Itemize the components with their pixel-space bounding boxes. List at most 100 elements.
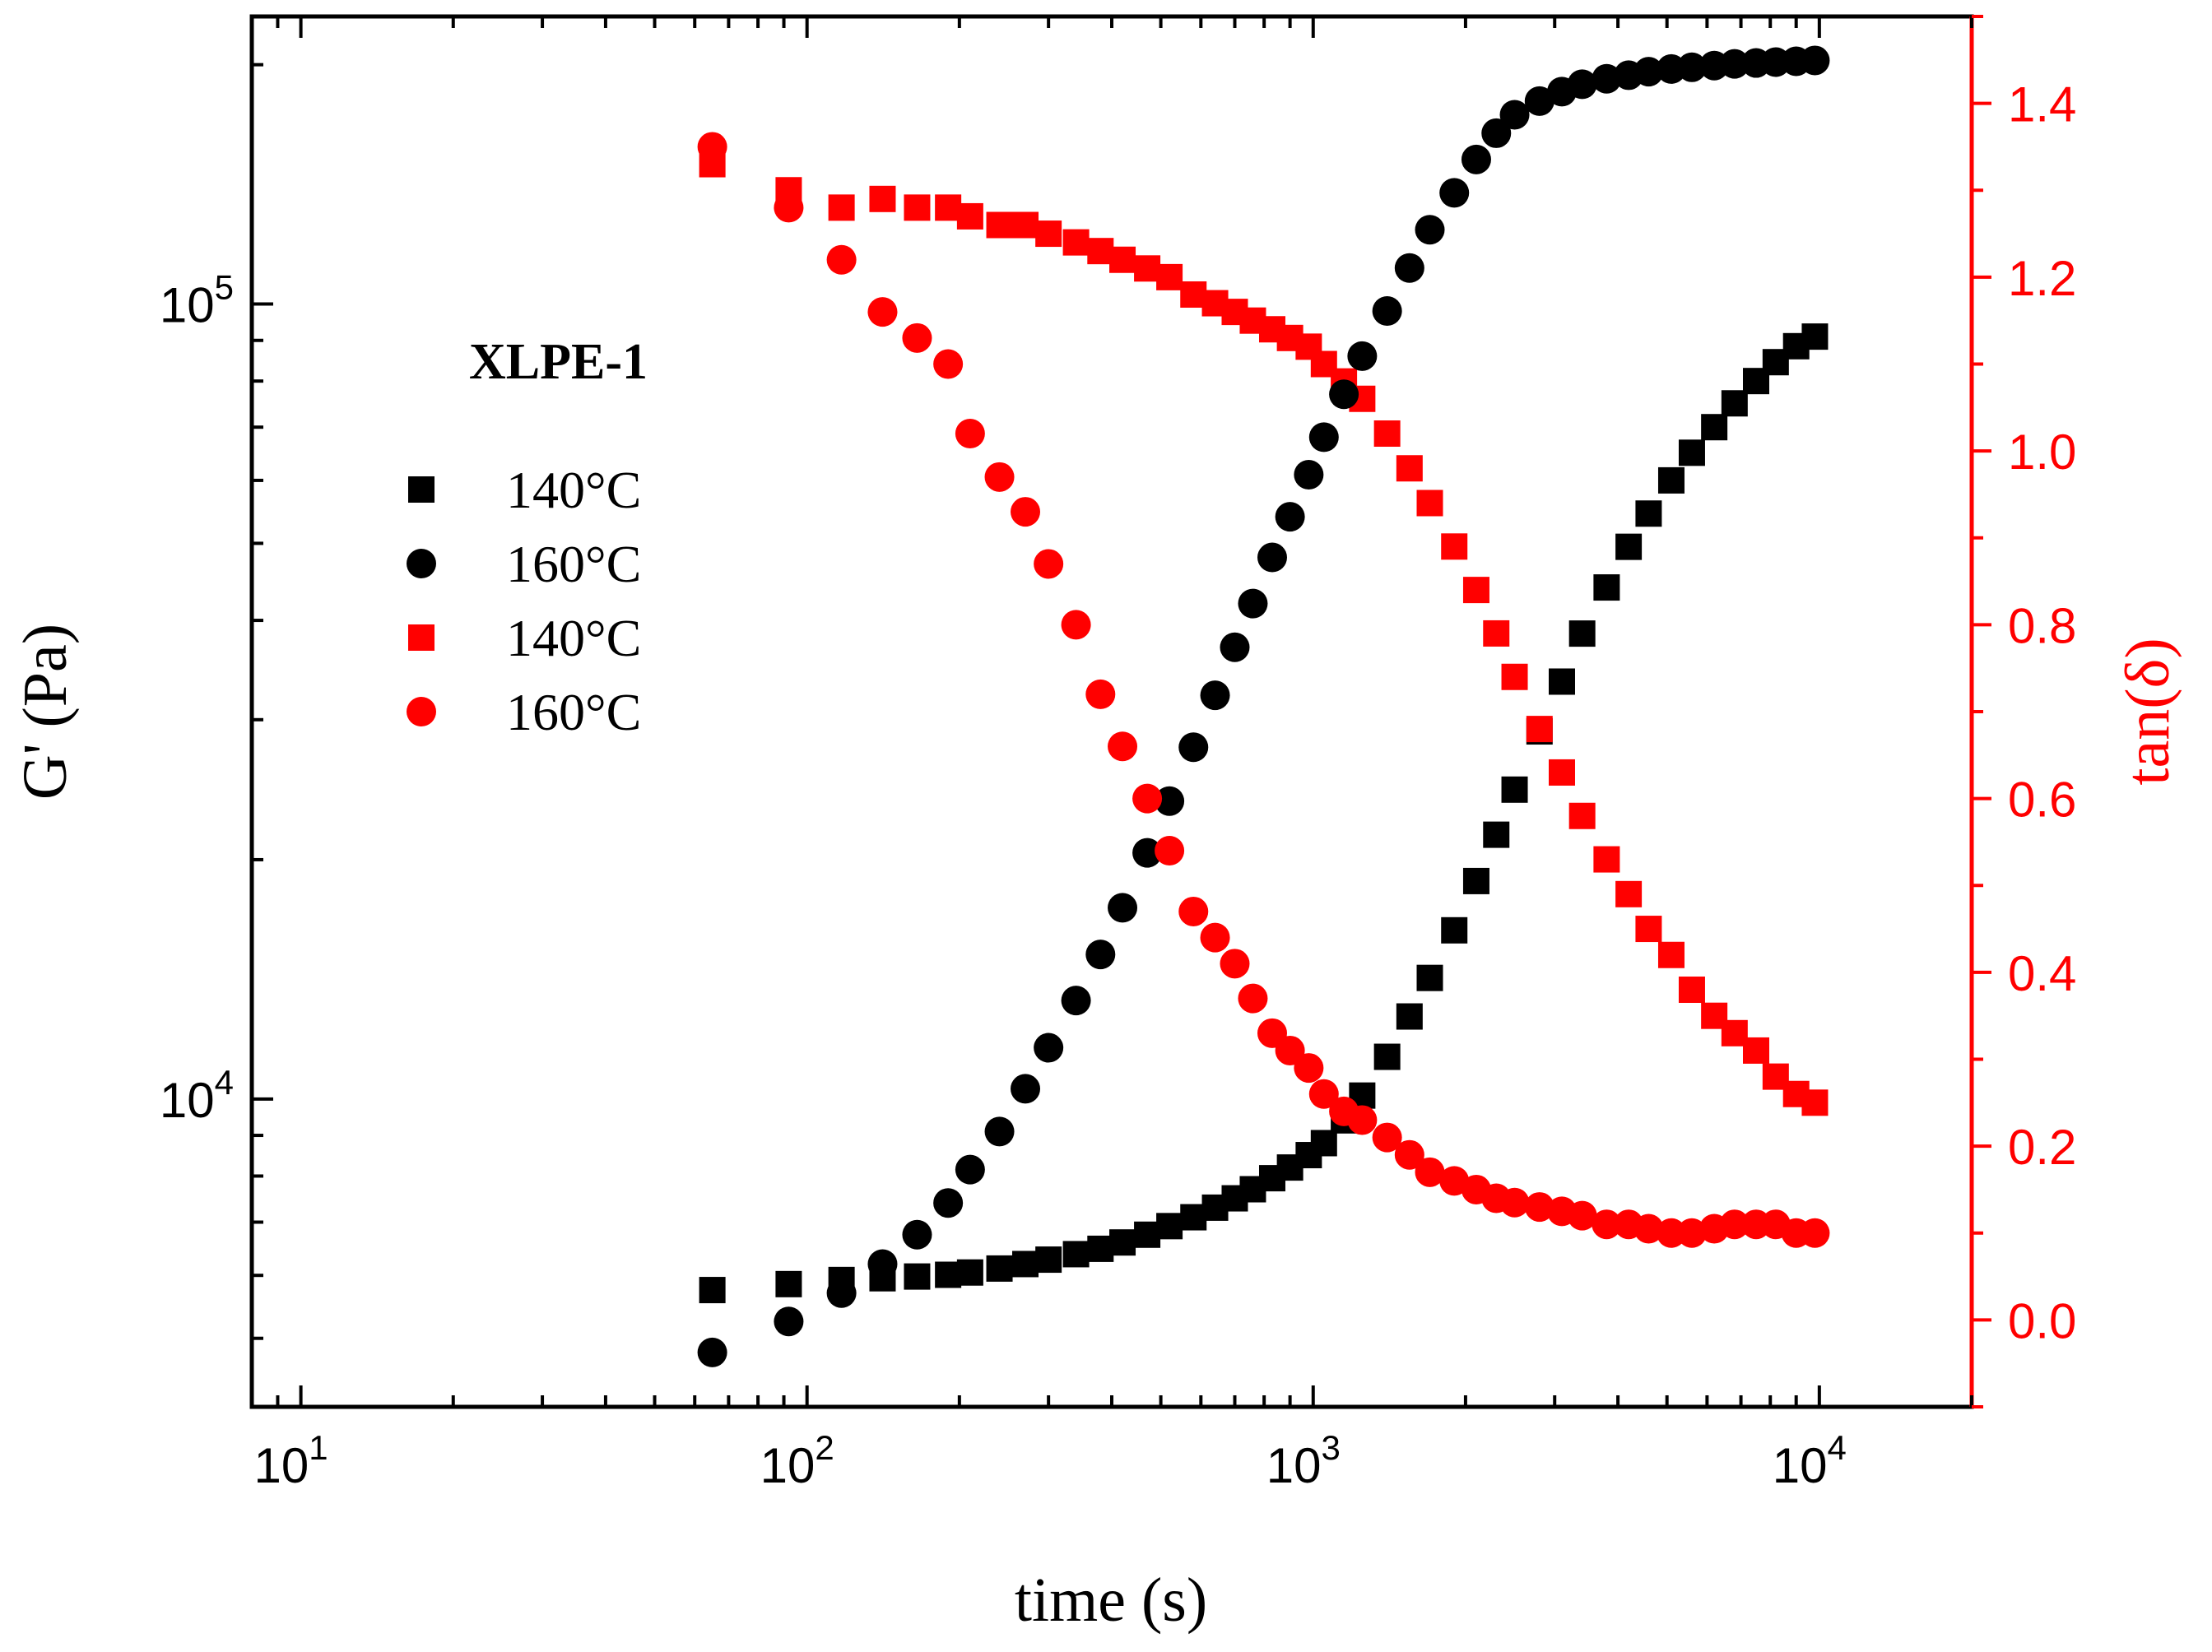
g-prime-140-point (1087, 1235, 1114, 1262)
tan-delta-160-point (826, 244, 857, 275)
tan-delta-140-point (1373, 420, 1401, 447)
tan-delta-140-point (1742, 1037, 1769, 1064)
g-prime-140-point (1373, 1043, 1401, 1070)
g-prime-140-point (1701, 414, 1728, 441)
tan-delta-160-point (1372, 1122, 1402, 1153)
tan-delta-140-point (1801, 1089, 1829, 1116)
legend-item: 140°C (408, 461, 641, 519)
g-prime-140-point (1721, 390, 1748, 417)
y2-axis-title: tan(δ) (2113, 638, 2182, 785)
tan-delta-160-point (1200, 922, 1230, 953)
g-prime-160-point (1178, 732, 1209, 763)
g-prime-160-point (697, 1337, 727, 1367)
g-prime-140-point (1462, 867, 1489, 894)
tan-delta-160-point (1347, 1105, 1378, 1135)
tan-delta-140-point (1462, 577, 1489, 604)
tan-delta-160-point (955, 419, 985, 448)
g-prime-160-point (1415, 215, 1445, 245)
tan-delta-160-point (1220, 949, 1250, 979)
legend-label: 140°C (506, 461, 641, 519)
tan-delta-140-point (1568, 802, 1596, 829)
y-tick-label: 104 (160, 1063, 234, 1128)
legend-square-marker (408, 624, 434, 651)
tan-delta-160-point (1294, 1053, 1324, 1084)
legend-square-marker (408, 476, 434, 503)
tan-delta-160-point (1308, 1079, 1339, 1109)
g-prime-140-point (1615, 533, 1643, 560)
tan-delta-140-point (1657, 941, 1685, 968)
tan-delta-160-point (1178, 896, 1209, 926)
g-prime-140-point (1035, 1246, 1062, 1274)
g-prime-140-point (1801, 323, 1829, 350)
g-prime-160-point (1220, 632, 1250, 662)
y-tick-label: 105 (160, 268, 234, 333)
g-prime-160-point (867, 1249, 898, 1279)
legend-label: 160°C (506, 683, 641, 741)
tan-delta-160-point (1499, 1187, 1530, 1218)
y2-tick-label: 1.2 (2008, 251, 2076, 306)
tan-delta-140-point (1593, 846, 1620, 873)
g-prime-160-point (1257, 542, 1287, 573)
tan-delta-160-point (1238, 983, 1268, 1014)
g-prime-160-point (984, 1116, 1015, 1147)
g-prime-160-point (1132, 838, 1163, 868)
g-prime-160-point (1524, 86, 1554, 116)
g-prime-140-point (1593, 574, 1620, 601)
legend-item: 160°C (407, 683, 641, 741)
g-prime-140-point (1657, 466, 1685, 494)
g-prime-140-point (1310, 1130, 1337, 1157)
tan-delta-140-point (1156, 263, 1183, 290)
tan-delta-140-point (1501, 663, 1528, 690)
g-prime-160-point (1034, 1032, 1064, 1063)
g-prime-160-point (1061, 986, 1091, 1016)
y2-tick-label: 0.0 (2008, 1293, 2076, 1348)
g-prime-160-point (1085, 940, 1116, 970)
tan-delta-160-point (1633, 1213, 1664, 1244)
g-prime-160-point (1499, 100, 1530, 130)
g-prime-140-point (1416, 964, 1443, 991)
g-prime-160-point (774, 1306, 804, 1337)
tan-delta-160-point (902, 323, 932, 353)
tan-delta-160-point (1676, 1218, 1707, 1248)
tan-delta-140-point (904, 194, 931, 221)
tan-delta-140-point (935, 194, 962, 221)
tan-delta-140-point (956, 202, 983, 230)
g-prime-160-point (1238, 588, 1268, 619)
g-prime-140-point (935, 1261, 962, 1288)
g-prime-160-point (1394, 253, 1424, 283)
g-prime-140-point (1678, 439, 1705, 466)
g-prime-160-point (1294, 459, 1324, 490)
legend-label: 140°C (506, 609, 641, 667)
tan-delta-140-point (1012, 211, 1039, 239)
legend-label: 160°C (506, 535, 641, 593)
tan-delta-140-point (1416, 490, 1443, 517)
g-prime-160-point (1347, 341, 1378, 371)
y2-tick-label: 0.2 (2008, 1120, 2076, 1175)
tan-delta-140-point (869, 185, 896, 212)
tan-delta-160-point (933, 349, 964, 379)
g-prime-160-point (955, 1154, 985, 1185)
tan-delta-160-point (697, 132, 727, 162)
x-tick-label: 103 (1266, 1428, 1341, 1493)
g-prime-160-point (933, 1188, 964, 1218)
y-axis-title: G' (Pa) (11, 624, 80, 800)
g-prime-160-point (1633, 57, 1664, 87)
tan-delta-160-point (1800, 1218, 1830, 1248)
legend-item: 140°C (408, 609, 641, 667)
tan-delta-140-point (1062, 229, 1090, 256)
g-prime-140-point (1134, 1221, 1161, 1248)
tan-delta-140-point (1548, 759, 1575, 786)
g-prime-140-point (1501, 776, 1528, 803)
tan-delta-160-point (1132, 783, 1163, 814)
tan-delta-160-point (774, 193, 804, 223)
tan-delta-140-point (1396, 455, 1423, 482)
g-prime-140-point (956, 1259, 983, 1286)
g-prime-160-point (902, 1219, 932, 1250)
tan-delta-160-point (1656, 1218, 1686, 1248)
y2-tick-label: 0.6 (2008, 773, 2076, 828)
tan-delta-140-point (1134, 255, 1161, 282)
g-prime-160-point (1308, 422, 1339, 452)
g-prime-160-point (1011, 1074, 1041, 1104)
tan-delta-140-point (1526, 716, 1553, 743)
tan-delta-160-point (1524, 1192, 1554, 1223)
